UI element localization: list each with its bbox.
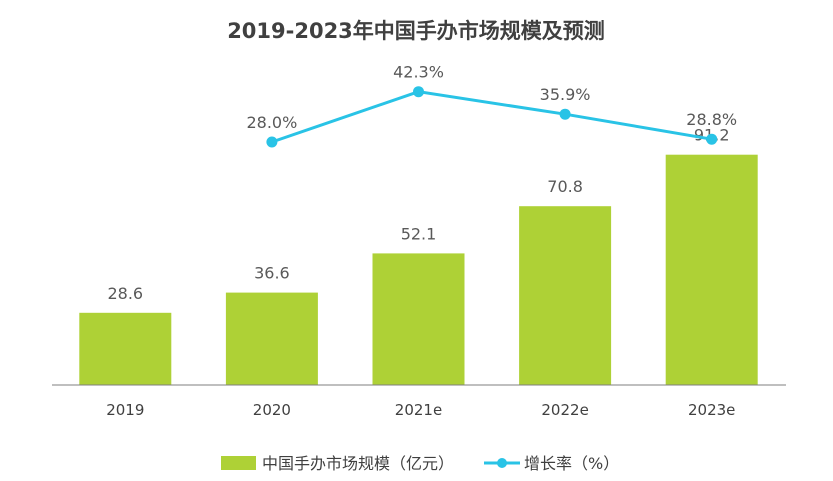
growth-line [271, 90, 712, 144]
legend-line-label: 增长率（%） [524, 454, 619, 473]
growth-value-label: 42.3% [393, 63, 444, 82]
bar-labels-layer: 28.636.652.170.891.2 [107, 126, 729, 303]
bar-value-label: 70.8 [547, 177, 583, 196]
growth-point-2022e [559, 108, 571, 120]
growth-value-label: 28.0% [246, 113, 297, 132]
x-tick-label: 2022e [541, 401, 588, 419]
bar-2020 [225, 292, 318, 385]
growth-value-label: 28.8% [686, 110, 737, 129]
growth-point-2023e [706, 133, 718, 145]
bar-2019 [79, 312, 172, 385]
growth-value-label: 35.9% [540, 85, 591, 104]
bar-2021e [372, 253, 465, 385]
chart-title: 2019-2023年中国手办市场规模及预测 [227, 19, 605, 43]
x-tick-label: 2021e [395, 401, 442, 419]
growth-labels-layer: 28.0% 42.3% 35.9% 28.8% [246, 63, 737, 132]
bar-2022e [519, 206, 612, 385]
growth-point-2020 [266, 136, 278, 148]
growth-point-2021e [413, 86, 424, 98]
bar-2023e [665, 154, 758, 385]
legend-bar-swatch [221, 456, 256, 470]
bars-layer [79, 154, 758, 385]
bar-value-label: 36.6 [254, 264, 290, 283]
x-tick-label: 2020 [253, 401, 291, 419]
legend: 中国手办市场规模（亿元） 增长率（%） [221, 454, 619, 473]
growth-line-layer [266, 86, 718, 148]
x-tick-labels: 2019 2020 2021e 2022e 2023e [106, 401, 735, 419]
x-tick-label: 2023e [688, 401, 735, 419]
legend-bar-label: 中国手办市场规模（亿元） [262, 454, 454, 473]
bar-value-label: 28.6 [107, 284, 143, 303]
x-tick-label: 2019 [106, 401, 144, 419]
bar-value-label: 52.1 [401, 224, 437, 243]
legend-line-marker [497, 458, 507, 468]
